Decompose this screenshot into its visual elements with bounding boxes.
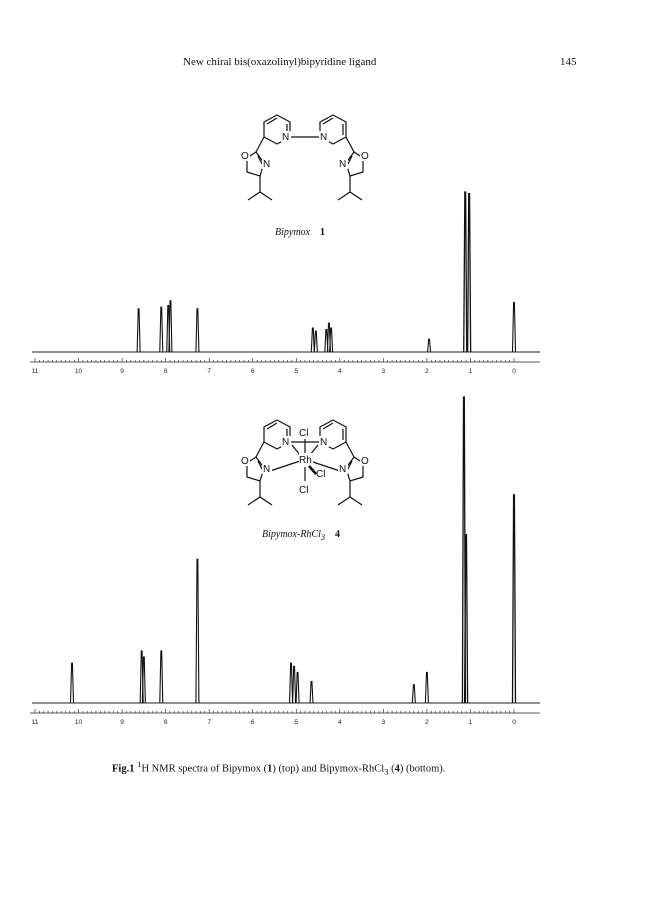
- spectrum-peak: [159, 650, 164, 704]
- tick-label: 10: [75, 368, 83, 375]
- oxazoline-n-left: N: [263, 159, 270, 170]
- spectrum-peak: [195, 308, 200, 353]
- pyridine-n-left: N: [282, 132, 289, 143]
- spectrum-peak: [168, 300, 173, 353]
- bipymox-structure: N N O O N N: [240, 114, 370, 201]
- caption-fig-label: Fig.1: [112, 763, 135, 775]
- oxazoline-o-right: O: [361, 456, 369, 467]
- pyridine-n-right: N: [320, 132, 327, 143]
- compound-number-bottom: 4: [335, 529, 341, 540]
- oxazoline-o-left: O: [241, 456, 249, 467]
- oxazoline-o-right: O: [361, 151, 369, 162]
- tick-label: 5: [294, 368, 298, 375]
- tick-label: 2: [425, 368, 429, 375]
- compound-label-bottom: Bipymox-RhCl3 4: [262, 529, 340, 542]
- spectrum-peak: [159, 306, 164, 353]
- tick-label: 6: [251, 719, 255, 726]
- chloride-bottom: Cl: [299, 485, 308, 496]
- nmr-spectrum-top: 11 10 9 8 7 6 5 4 3 2 1 0: [30, 191, 540, 375]
- spectrum-peak: [309, 681, 314, 704]
- bipymox-rhcl3-structure: N N O O N N Rh Cl Cl Cl: [240, 419, 370, 506]
- caption-compound-2: 4: [394, 763, 400, 775]
- tick-label: 4: [338, 719, 342, 726]
- tick-label: 7: [207, 719, 211, 726]
- tick-label: 4: [338, 368, 342, 375]
- spectrum-peak: [292, 665, 297, 704]
- tick-label: 2: [425, 719, 429, 726]
- compound-name-bottom: Bipymox-RhCl: [262, 529, 321, 540]
- caption-compound-1: 1: [267, 763, 273, 775]
- tick-label: 1: [469, 368, 473, 375]
- tick-label: 10: [75, 719, 83, 726]
- oxazoline-o-left: O: [241, 151, 249, 162]
- spectrum-peak: [195, 558, 200, 704]
- spectrum-peak: [310, 327, 315, 353]
- tick-label: 6: [251, 368, 255, 375]
- tick-label: 9: [120, 719, 124, 726]
- spectrum-peak: [427, 338, 432, 353]
- rhodium-atom: Rh: [299, 455, 312, 466]
- caption-text-2: ) (top) and Bipymox-RhCl: [272, 763, 385, 775]
- tick-label: 11: [32, 719, 39, 726]
- caption-sub: 3: [384, 766, 389, 777]
- spectrum-peak: [288, 662, 294, 704]
- spectrum-peak: [69, 662, 75, 704]
- spectrum-peak: [466, 192, 472, 353]
- spectrum-peak: [295, 671, 300, 704]
- spectrum-peak: [511, 301, 517, 353]
- nmr-spectrum-bottom: 11 10 9 8 7 6 5 4 3 2 1 0: [30, 396, 540, 726]
- tick-label: 1: [469, 719, 473, 726]
- running-title: New chiral bis(oxazolinyl)bipyridine lig…: [183, 56, 377, 68]
- running-head: New chiral bis(oxazolinyl)bipyridine lig…: [0, 56, 672, 74]
- compound-name-top: Bipymox: [275, 227, 310, 238]
- caption-text-1: H NMR spectra of Bipymox (: [141, 763, 268, 775]
- spectrum-peak: [313, 330, 318, 353]
- spectrum-peak: [424, 671, 429, 704]
- oxazoline-n-right: N: [339, 464, 346, 475]
- spectrum-peak: [463, 191, 468, 353]
- spectrum-peak: [141, 656, 146, 704]
- tick-label: 8: [164, 368, 168, 375]
- tick-label: 0: [512, 368, 516, 375]
- chloride-top: Cl: [299, 428, 308, 439]
- tick-label: 3: [382, 719, 386, 726]
- spectrum-peak: [136, 308, 141, 353]
- pyridine-n-left: N: [282, 437, 289, 448]
- compound-name-bottom-sub: 3: [320, 533, 326, 542]
- tick-label: 11: [32, 368, 39, 375]
- chloride-right: Cl: [316, 469, 325, 480]
- compound-label-top: Bipymox 1: [275, 227, 325, 238]
- tick-label: 7: [207, 368, 211, 375]
- figure-caption: Fig.1 1H NMR spectra of Bipymox (1) (top…: [112, 759, 445, 777]
- spectrum-peak: [511, 494, 517, 704]
- tick-label: 9: [120, 368, 124, 375]
- spectrum-peak: [463, 534, 469, 704]
- caption-text-4: ) (bottom).: [399, 763, 446, 775]
- tick-label: 5: [294, 719, 298, 726]
- caption-superscript: 1: [137, 759, 142, 769]
- spectrum-peak: [324, 329, 329, 353]
- tick-label: 0: [512, 719, 516, 726]
- spectrum-peak: [411, 684, 416, 704]
- compound-number-top: 1: [320, 227, 325, 238]
- spectrum-peak: [329, 327, 334, 353]
- caption-text-3: (: [388, 763, 395, 775]
- oxazoline-n-left: N: [263, 464, 270, 475]
- oxazoline-n-right: N: [339, 159, 346, 170]
- page-number: 145: [560, 56, 577, 68]
- spectrum-peak: [461, 396, 467, 704]
- pyridine-n-right: N: [320, 437, 327, 448]
- tick-label: 8: [164, 719, 168, 726]
- tick-label: 3: [382, 368, 386, 375]
